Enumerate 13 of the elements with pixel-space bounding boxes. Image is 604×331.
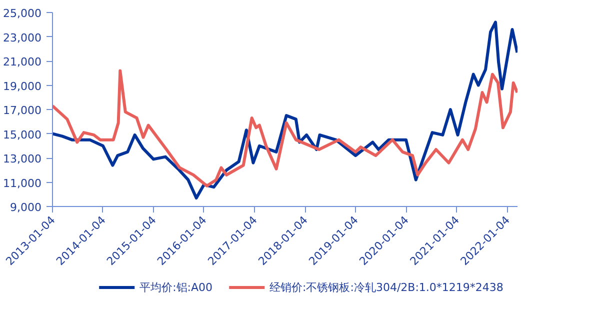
- y-tick-label: 23,000: [3, 31, 42, 44]
- legend-label: 平均价:铝:A00: [140, 280, 213, 294]
- y-tick-label: 15,000: [3, 128, 42, 142]
- y-tick-label: 17,000: [3, 104, 42, 117]
- y-tick-label: 9,000: [10, 201, 42, 214]
- y-tick-label: 19,000: [3, 80, 42, 93]
- y-tick-label: 11,000: [3, 176, 42, 190]
- legend-label: 经销价:不锈钢板:冷轧304/2B:1.0*1219*2438: [270, 280, 504, 294]
- line-series: [52, 20, 518, 200]
- y-tick-label: 21,000: [3, 56, 42, 68]
- y-tick-label: 13,000: [3, 152, 42, 166]
- y-tick-label: 25,000: [3, 7, 42, 20]
- line-series: [52, 69, 518, 188]
